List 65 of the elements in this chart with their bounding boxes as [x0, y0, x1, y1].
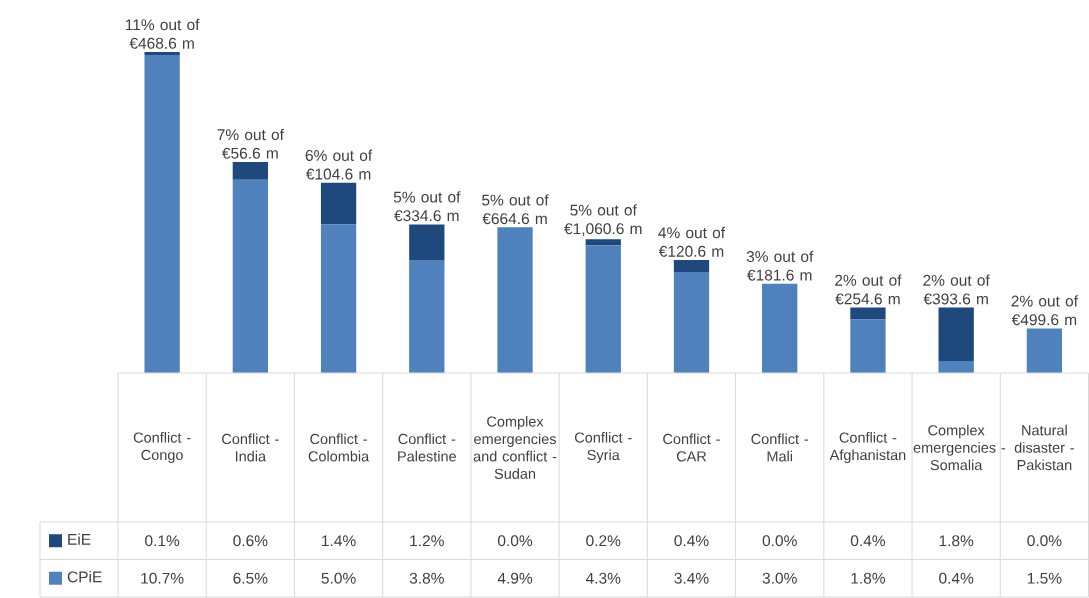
total-label: 5% out of €1,060.6 m	[564, 204, 642, 237]
bar	[938, 361, 974, 373]
total-label: 2% out of €499.6 m	[1011, 295, 1078, 326]
bar	[232, 179, 268, 373]
total-label: 5% out of €664.6 m	[482, 194, 549, 225]
x-tick-label: Conflict - Syria	[574, 432, 632, 463]
bar	[232, 161, 268, 180]
x-tick-label: Conflict - Afghanistan	[829, 432, 906, 463]
data-label: 1.2%	[410, 535, 444, 547]
bar	[1026, 328, 1063, 373]
total-label: 7% out of €56.6 m	[217, 128, 284, 159]
x-tick-label: Conflict - CAR	[663, 433, 720, 462]
bar	[585, 239, 621, 246]
total-label: 4% out of €120.6 m	[658, 226, 726, 257]
data-label: 6.5%	[233, 572, 268, 584]
total-label: 5% out of €334.6 m	[393, 191, 461, 222]
total-label: 6% out of €104.6 m	[305, 149, 373, 180]
data-label: 1.8%	[851, 572, 886, 584]
bar	[673, 260, 710, 272]
data-label: 5.0%	[321, 572, 356, 584]
data-label: 4.9%	[497, 572, 533, 584]
data-label: 4.3%	[585, 572, 621, 584]
data-label: 1.8%	[939, 535, 974, 547]
bar	[409, 260, 445, 373]
bar	[938, 307, 974, 362]
x-tick-label: Conflict - Congo	[133, 432, 191, 463]
x-tick-label: Conflict - India	[222, 433, 279, 462]
data-label: 3.0%	[762, 572, 797, 584]
total-label: 11% out of €468.6 m	[125, 18, 200, 49]
bar	[585, 245, 621, 373]
data-label: 3.4%	[674, 572, 709, 584]
total-label: 2% out of €393.6 m	[923, 274, 990, 305]
bar	[850, 319, 886, 373]
bar	[320, 224, 357, 373]
x-tick-label: Conflict - Colombia	[308, 433, 370, 462]
data-label: 1.4%	[322, 535, 356, 547]
total-label: 3% out of €181.6 m	[746, 250, 814, 281]
legend-label: EiE	[68, 533, 91, 545]
data-label: 0.4%	[850, 535, 886, 547]
data-label: 0.4%	[674, 535, 709, 547]
data-label: 0.6%	[233, 535, 268, 547]
total-label: 2% out of €254.6 m	[835, 274, 902, 305]
x-tick-label: Complex emergencies - Somalia	[913, 424, 1006, 471]
x-tick-label: Complex emergencies and conflict - Sudan	[473, 416, 557, 479]
legend-label: CPiE	[67, 571, 102, 583]
data-label: 0.0%	[762, 535, 797, 547]
bar	[762, 283, 798, 373]
data-label: 0.1%	[145, 535, 180, 547]
data-label: 0.4%	[939, 572, 974, 584]
data-label: 10.7%	[141, 572, 184, 584]
x-tick-label: Natural disaster - Pakistan	[1014, 424, 1074, 471]
data-label: 1.5%	[1027, 572, 1062, 584]
data-label: 0.2%	[586, 535, 621, 547]
x-tick-label: Conflict - Mali	[751, 433, 809, 462]
bar	[409, 224, 445, 261]
bar	[673, 271, 710, 373]
bar	[850, 307, 886, 320]
data-label: 0.0%	[497, 535, 533, 547]
bar	[320, 182, 357, 225]
x-tick-label: Conflict - Palestine	[398, 433, 456, 462]
bar	[144, 51, 180, 55]
data-label: 3.8%	[409, 572, 444, 584]
bar	[144, 54, 180, 373]
data-label: 0.0%	[1027, 535, 1062, 547]
bar	[497, 227, 533, 373]
